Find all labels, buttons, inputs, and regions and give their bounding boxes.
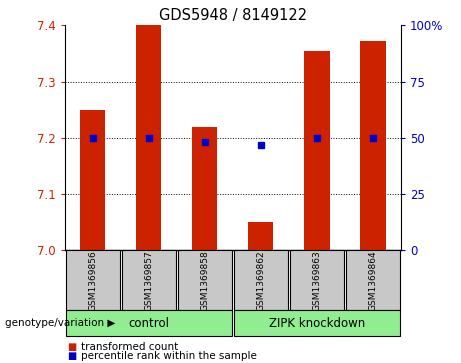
Bar <box>304 51 330 250</box>
Text: genotype/variation ▶: genotype/variation ▶ <box>5 318 115 328</box>
Bar <box>80 110 105 250</box>
Text: ZIPK knockdown: ZIPK knockdown <box>269 317 365 330</box>
Text: GSM1369857: GSM1369857 <box>144 250 153 311</box>
Text: ■: ■ <box>67 342 76 352</box>
Bar <box>122 250 176 310</box>
Bar <box>136 25 161 250</box>
Text: GSM1369858: GSM1369858 <box>200 250 209 311</box>
Bar <box>346 250 400 310</box>
Bar <box>192 127 218 250</box>
Text: ■: ■ <box>67 351 76 362</box>
Bar <box>290 250 344 310</box>
Text: percentile rank within the sample: percentile rank within the sample <box>81 351 257 362</box>
Text: transformed count: transformed count <box>81 342 178 352</box>
Bar <box>65 250 119 310</box>
Text: control: control <box>128 317 169 330</box>
Bar <box>248 223 273 250</box>
Bar <box>65 310 232 336</box>
Text: GSM1369863: GSM1369863 <box>313 250 321 311</box>
Text: GSM1369864: GSM1369864 <box>368 250 378 311</box>
Text: GSM1369862: GSM1369862 <box>256 250 266 311</box>
Text: GSM1369856: GSM1369856 <box>88 250 97 311</box>
Title: GDS5948 / 8149122: GDS5948 / 8149122 <box>159 8 307 23</box>
Bar <box>361 41 386 250</box>
Bar <box>234 310 400 336</box>
Bar <box>234 250 288 310</box>
Bar <box>178 250 232 310</box>
